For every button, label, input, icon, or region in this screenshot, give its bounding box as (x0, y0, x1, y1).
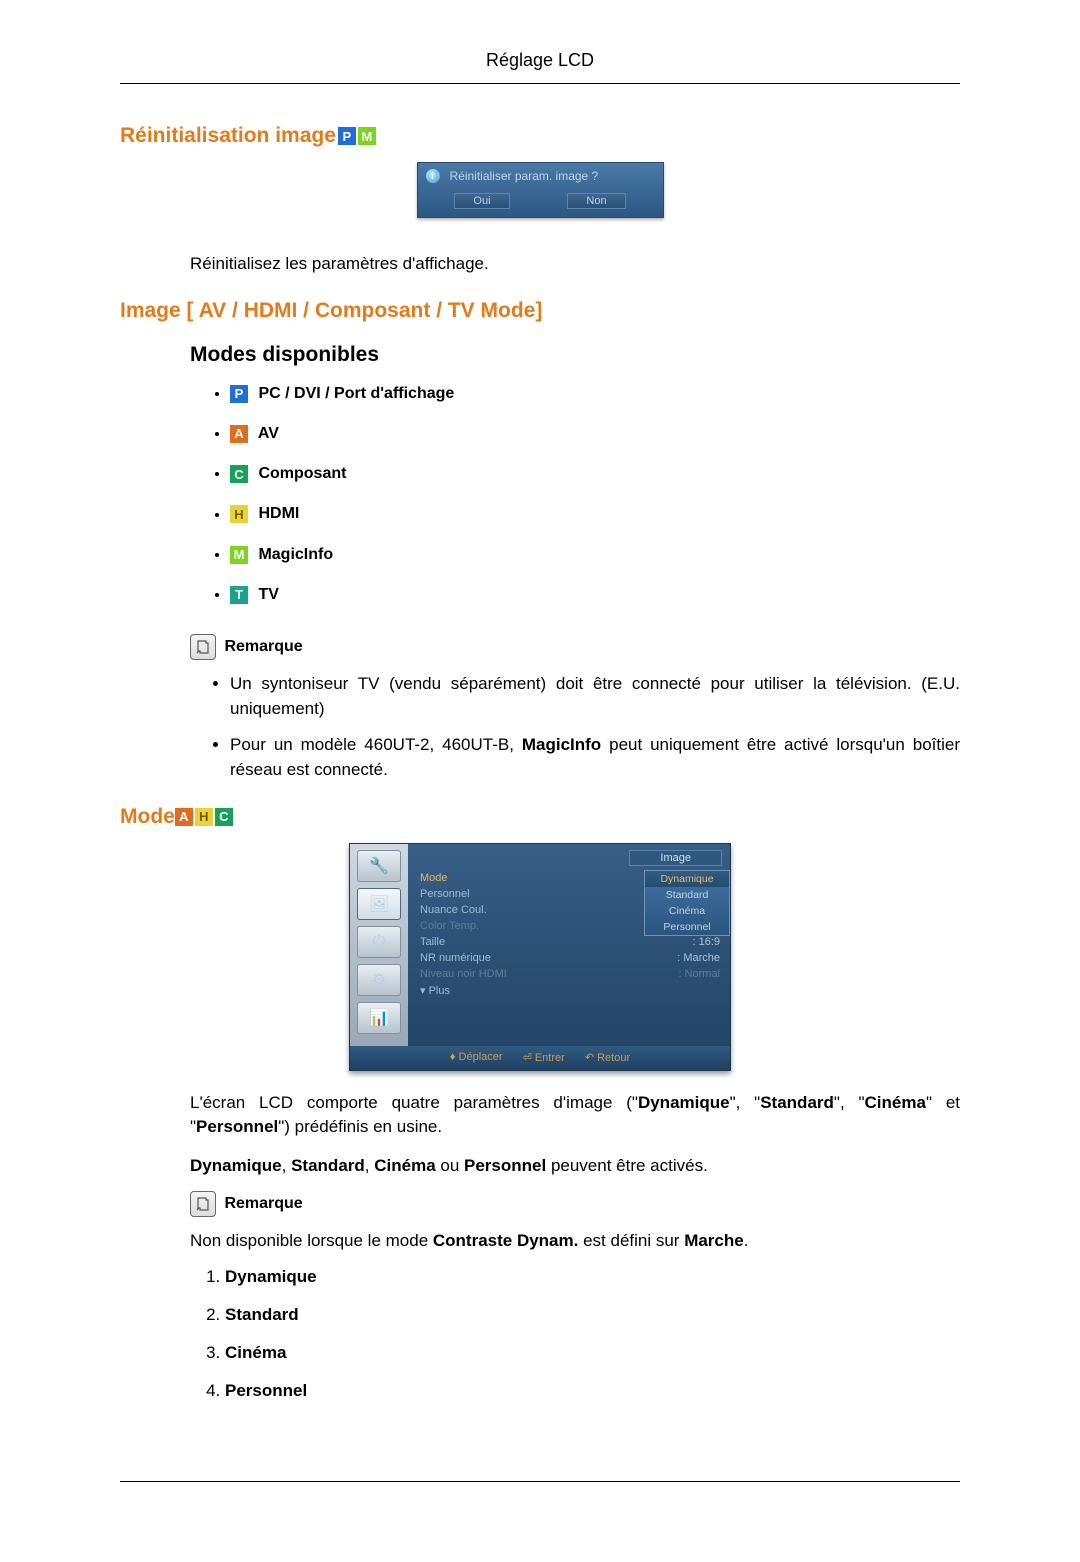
badge-h-icon: H (195, 808, 213, 826)
osd-panel: 🔧 🖼 ⏻ ⚙ 📊 Image ModeDynamique Personnel … (349, 843, 731, 1071)
osd-settings: ModeDynamique Personnel Nuance Coul.: Co… (408, 870, 730, 1007)
osd-icon-image: 🖼 (357, 888, 401, 920)
mode-av-label: AV (258, 425, 279, 442)
reset-dialog-question-row: i Réinitialiser param. image ? (418, 163, 663, 189)
badge-c-icon: C (215, 808, 233, 826)
mode-li-2: Standard (225, 1305, 960, 1325)
reset-dialog-buttons: Oui Non (418, 189, 663, 217)
osd-footer-move: ♦ Déplacer (450, 1051, 503, 1064)
osd-icon-sound: ⏻ (357, 926, 401, 958)
header-rule (120, 83, 960, 84)
badge-t-icon: T (230, 586, 248, 604)
osd-tab: Image (629, 850, 722, 866)
osd-dd-3: Cinéma (645, 903, 729, 919)
mode-av: A AV (230, 425, 960, 443)
section-reset-title: Réinitialisation image P M (120, 124, 960, 148)
osd-left-icons: 🔧 🖼 ⏻ ⚙ 📊 (350, 844, 408, 1046)
mode-composant: C Composant (230, 465, 960, 483)
osd-row-taille-v: : 16:9 (692, 936, 720, 948)
mode-hdmi: H HDMI (230, 505, 960, 523)
osd-row-taille-k: Taille (420, 936, 445, 948)
osd-row-pers-k: Personnel (420, 888, 470, 900)
osd-row-hdmi-k: Niveau noir HDMI (420, 968, 507, 980)
osd-dd-1: Dynamique (645, 871, 729, 887)
mode-pc-label: PC / DVI / Port d'affichage (258, 385, 454, 402)
osd-row-ct-k: Color Temp. (420, 920, 479, 932)
reset-yes-button[interactable]: Oui (454, 193, 509, 209)
section-mode-title-text: Mode (120, 805, 175, 829)
osd-row-plus-k: ▾ Plus (420, 984, 450, 997)
reset-dialog-wrap: i Réinitialiser param. image ? Oui Non (120, 162, 960, 218)
mode-para-1: L'écran LCD comporte quatre paramètres d… (190, 1091, 960, 1140)
badge-p-icon: P (338, 127, 356, 145)
mode-pc: P PC / DVI / Port d'affichage (230, 385, 960, 403)
note-item-1: Un syntoniseur TV (vendu séparément) doi… (230, 672, 960, 721)
osd-footer-return: ↶ Retour (585, 1051, 630, 1064)
osd-row-hdmi-v: : Normal (678, 968, 720, 980)
osd-dd-4: Personnel (645, 919, 729, 935)
mode-li-3: Cinéma (225, 1343, 960, 1363)
note-icon (190, 1191, 216, 1217)
osd-row-nuance-k: Nuance Coul. (420, 904, 487, 916)
note-item-2b: MagicInfo (522, 735, 601, 754)
modes-list: P PC / DVI / Port d'affichage A AV C Com… (230, 385, 960, 604)
note-item-2: Pour un modèle 460UT-2, 460UT-B, MagicIn… (230, 733, 960, 782)
osd-icon-multi: 📊 (357, 1002, 401, 1034)
osd-icon-setup: ⚙ (357, 964, 401, 996)
osd-dropdown: Dynamique Standard Cinéma Personnel (644, 870, 730, 936)
osd-footer: ♦ Déplacer ⏎ Entrer ↶ Retour (350, 1046, 730, 1070)
badge-a-icon: A (175, 808, 193, 826)
section-reset-title-text: Réinitialisation image (120, 124, 336, 148)
osd-footer-enter: ⏎ Entrer (523, 1051, 565, 1064)
note-list-1: Un syntoniseur TV (vendu séparément) doi… (230, 672, 960, 783)
mode-hdmi-label: HDMI (258, 506, 299, 523)
mode-magicinfo-label: MagicInfo (258, 546, 333, 563)
section-mode-title: Mode A H C (120, 805, 960, 829)
osd-row-nr-v: : Marche (677, 952, 720, 964)
page-header-title: Réglage LCD (120, 50, 960, 71)
badge-m-icon: M (230, 546, 248, 564)
reset-dialog: i Réinitialiser param. image ? Oui Non (417, 162, 664, 218)
osd-dd-2: Standard (645, 887, 729, 903)
note-item-2a: Pour un modèle 460UT-2, 460UT-B, (230, 735, 522, 754)
mode-ordered-list: Dynamique Standard Cinéma Personnel (225, 1267, 960, 1401)
page: Réglage LCD Réinitialisation image P M i… (0, 0, 1080, 1562)
info-icon: i (426, 169, 440, 183)
osd-wrap: 🔧 🖼 ⏻ ⚙ 📊 Image ModeDynamique Personnel … (120, 843, 960, 1071)
mode-composant-label: Composant (258, 465, 346, 482)
reset-dialog-question: Réinitialiser param. image ? (450, 169, 599, 183)
mode-para-2: Dynamique, Standard, Cinéma ou Personnel… (190, 1154, 960, 1179)
note-heading-2: Remarque (190, 1191, 960, 1217)
note-label-2: Remarque (224, 1195, 302, 1212)
badge-a-icon: A (230, 425, 248, 443)
note-label-1: Remarque (224, 638, 302, 655)
mode-li-1: Dynamique (225, 1267, 960, 1287)
reset-no-button[interactable]: Non (567, 193, 625, 209)
badge-p-icon: P (230, 385, 248, 403)
mode-li-4: Personnel (225, 1381, 960, 1401)
section-image-title: Image [ AV / HDMI / Composant / TV Mode] (120, 299, 960, 323)
mode-magicinfo: M MagicInfo (230, 546, 960, 564)
mode-tv-label: TV (258, 586, 278, 603)
mode-tv: T TV (230, 586, 960, 604)
badge-c-icon: C (230, 465, 248, 483)
badge-m-icon: M (358, 127, 376, 145)
footer-rule (120, 1481, 960, 1482)
note-heading-1: Remarque (190, 634, 960, 660)
osd-row-mode-k: Mode (420, 872, 448, 884)
osd-row-nr-k: NR numérique (420, 952, 491, 964)
reset-description: Réinitialisez les paramètres d'affichage… (190, 252, 960, 277)
section-modes-subtitle: Modes disponibles (190, 343, 960, 367)
mode-para-3: Non disponible lorsque le mode Contraste… (190, 1229, 960, 1254)
osd-icon-input: 🔧 (357, 850, 401, 882)
note-icon (190, 634, 216, 660)
badge-h-icon: H (230, 505, 248, 523)
